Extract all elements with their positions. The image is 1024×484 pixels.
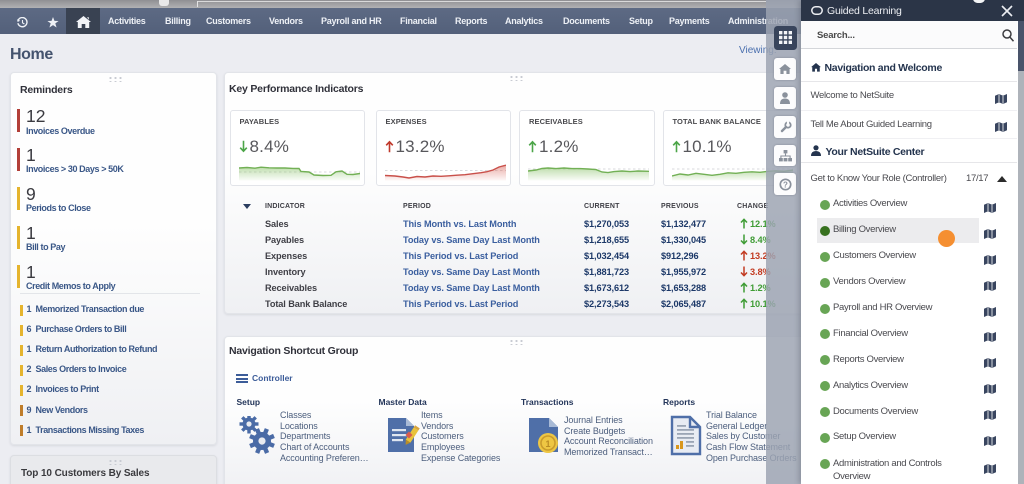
svg-text:?: ? [783,180,788,189]
svg-text:1: 1 [545,439,550,449]
